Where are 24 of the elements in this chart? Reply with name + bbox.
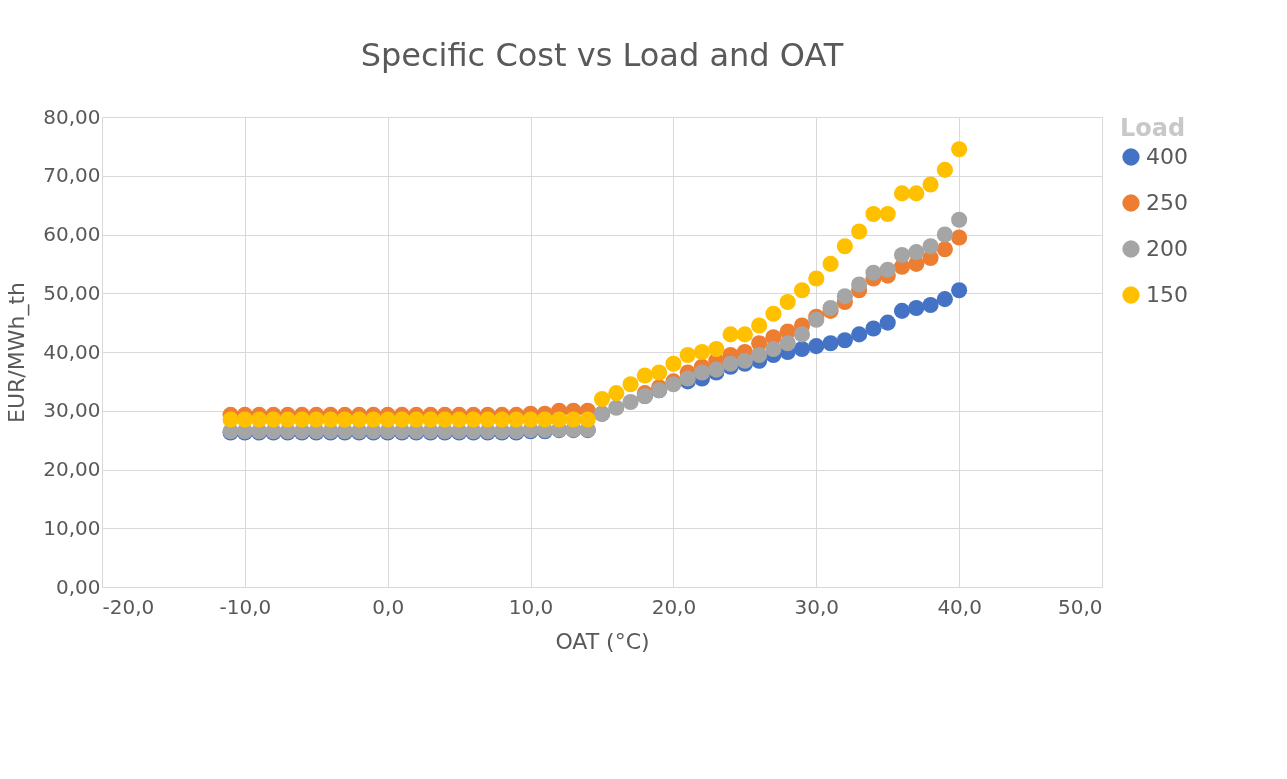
legend-label: 150: [1146, 282, 1188, 307]
x-tick-label: -20,0: [102, 594, 155, 619]
y-tick-label: 30,00: [43, 398, 101, 423]
legend-label: 400: [1146, 144, 1188, 169]
y-tick-label: 10,00: [43, 515, 101, 540]
x-tick-label: -10,0: [219, 594, 272, 619]
y-tick-label: 20,00: [43, 457, 101, 481]
y-tick-label: 0,00: [55, 574, 101, 599]
x-tick-label: 30,0: [794, 594, 840, 619]
x-tick-label: 0,0: [372, 594, 405, 619]
legend-label: 200: [1146, 236, 1188, 261]
y-tick-label: 80,00: [43, 104, 101, 129]
y-tick-label: 70,00: [43, 163, 101, 188]
legend-label: 250: [1146, 190, 1188, 215]
y-tick-label: 40,00: [43, 339, 101, 364]
chart-title: Specific Cost vs Load and OAT: [360, 36, 844, 74]
y-tick-label: 60,00: [43, 222, 101, 246]
y-tick-label: 50,00: [43, 280, 101, 305]
x-tick-label: 20,0: [651, 594, 697, 619]
x-tick-label: 50,0: [1057, 594, 1103, 619]
x-axis-title: OAT (°C): [555, 628, 650, 654]
x-tick-label: 10,0: [508, 594, 554, 619]
x-tick-label: 40,0: [937, 594, 982, 619]
y-axis-title: EUR/MWh_th: [4, 282, 31, 423]
